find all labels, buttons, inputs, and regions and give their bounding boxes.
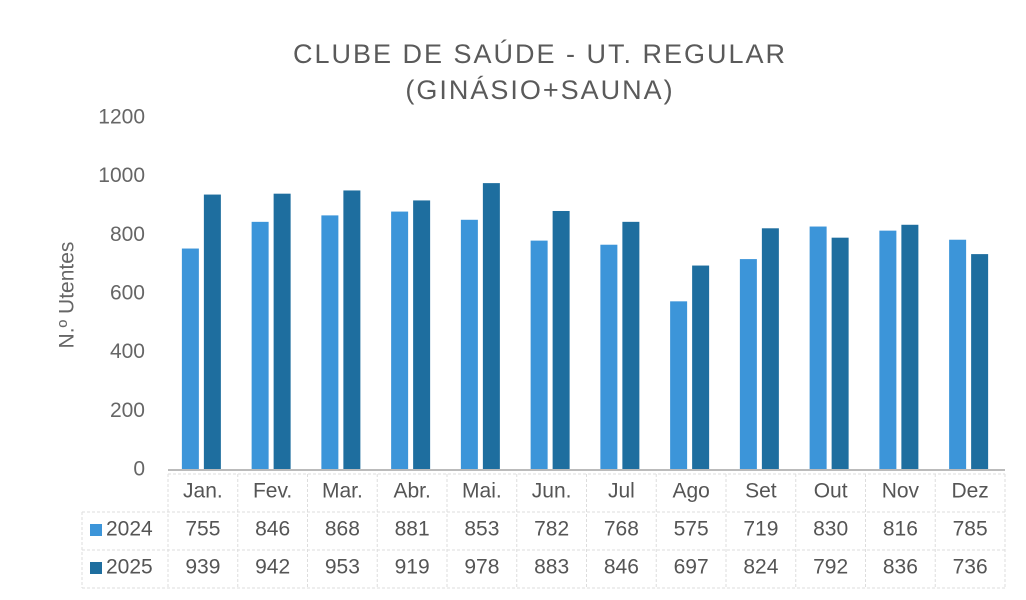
table-value: 881 (395, 518, 430, 541)
table-value: 853 (464, 518, 499, 541)
bar (831, 237, 849, 470)
bar (879, 230, 897, 470)
y-tick-label: 1200 (98, 106, 145, 129)
x-tick-label: Mai. (462, 480, 502, 503)
table-value: 782 (534, 518, 569, 541)
bar (181, 248, 199, 470)
table-value: 836 (883, 556, 918, 579)
table-value: 719 (743, 518, 778, 541)
table-value: 792 (813, 556, 848, 579)
table-value: 755 (185, 518, 220, 541)
y-tick-label: 800 (110, 223, 145, 246)
table-value: 824 (743, 556, 778, 579)
bar (949, 239, 967, 470)
bar (413, 200, 431, 470)
bar (600, 244, 618, 470)
bar (692, 265, 710, 470)
chart-title: CLUBE DE SAÚDE - UT. REGULAR (293, 38, 787, 69)
x-tick-label: Fev. (253, 480, 292, 503)
bar (251, 221, 269, 470)
y-tick-label: 0 (133, 458, 145, 481)
table-value: 816 (883, 518, 918, 541)
bar (343, 190, 361, 470)
bar (203, 194, 221, 470)
table-value: 575 (674, 518, 709, 541)
bar (530, 240, 548, 470)
x-tick-label: Jul (608, 480, 635, 503)
bar (552, 210, 570, 470)
table-value: 830 (813, 518, 848, 541)
legend-swatch (90, 562, 102, 574)
table-value: 768 (604, 518, 639, 541)
table-value: 919 (395, 556, 430, 579)
bar (809, 226, 827, 470)
y-tick-label: 400 (110, 340, 145, 363)
table-value: 942 (255, 556, 290, 579)
bar (273, 193, 291, 470)
bar (622, 221, 640, 470)
table-value: 846 (255, 518, 290, 541)
bar (739, 259, 757, 470)
bar (971, 254, 989, 470)
legend-label: 2025 (106, 556, 153, 579)
x-tick-label: Ago (672, 480, 709, 503)
x-tick-label: Jun. (532, 480, 572, 503)
x-tick-label: Out (814, 480, 848, 503)
table-value: 868 (325, 518, 360, 541)
x-tick-label: Abr. (393, 480, 430, 503)
x-tick-label: Nov (882, 480, 920, 503)
x-tick-label: Mar. (322, 480, 363, 503)
bar (761, 228, 779, 470)
legend-swatch (90, 524, 102, 536)
legend-label: 2024 (106, 518, 153, 541)
bar (482, 183, 500, 470)
bar (391, 211, 409, 470)
y-tick-label: 200 (110, 399, 145, 422)
table-value: 939 (185, 556, 220, 579)
table-value: 736 (953, 556, 988, 579)
table-value: 846 (604, 556, 639, 579)
bar (670, 301, 688, 470)
y-tick-label: 1000 (98, 164, 145, 187)
x-tick-label: Set (745, 480, 777, 503)
x-tick-label: Jan. (183, 480, 223, 503)
bar (321, 215, 339, 470)
y-axis-label: N.º Utentes (56, 242, 79, 349)
bar (460, 219, 478, 470)
chart-title: (GINÁSIO+SAUNA) (405, 75, 674, 105)
table-value: 978 (464, 556, 499, 579)
bar (901, 224, 919, 470)
y-tick-label: 600 (110, 282, 145, 305)
table-value: 785 (953, 518, 988, 541)
table-value: 953 (325, 556, 360, 579)
x-tick-label: Dez (951, 480, 988, 503)
table-value: 697 (674, 556, 709, 579)
table-value: 883 (534, 556, 569, 579)
